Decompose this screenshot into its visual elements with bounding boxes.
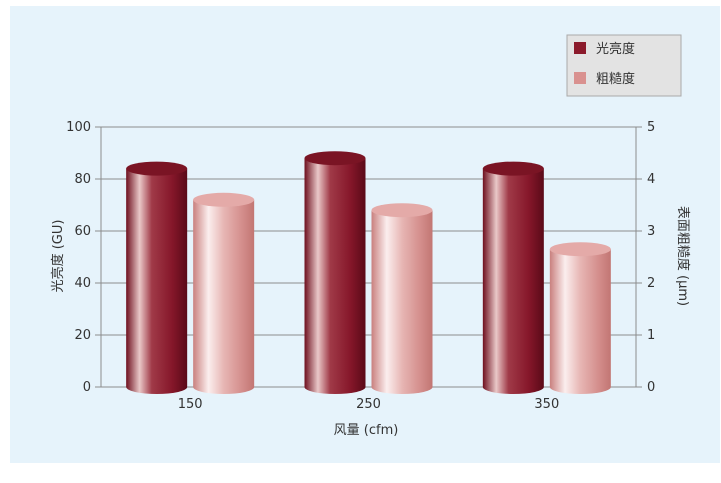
bar-body xyxy=(304,158,366,395)
x-tick-label: 150 xyxy=(178,397,203,412)
y-axis-label: 光亮度 (GU) xyxy=(50,220,66,293)
bar-body xyxy=(482,168,544,394)
bar-top xyxy=(371,203,433,218)
legend-swatch-roughness xyxy=(574,72,586,84)
bar-body xyxy=(126,168,188,394)
bar-top xyxy=(126,161,188,176)
legend: 光亮度 粗糙度 xyxy=(566,34,682,97)
bar-top xyxy=(549,242,611,257)
x-tick-label: 250 xyxy=(356,397,381,412)
y-tick-label: 40 xyxy=(74,276,91,291)
y-tick-label: 60 xyxy=(74,224,91,239)
y2-tick-label: 2 xyxy=(647,276,655,291)
y2-tick-label: 4 xyxy=(647,172,655,187)
bar-body xyxy=(371,210,433,395)
axes-group: 0 20 40 60 80 100 0 1 2 3 4 5 150 250 350 xyxy=(66,120,655,412)
y-tick-label: 20 xyxy=(74,328,91,343)
bar-roughness xyxy=(549,242,611,395)
bar-brightness xyxy=(304,151,366,395)
bar-brightness xyxy=(482,161,544,394)
bar-top xyxy=(304,151,366,166)
grid-lines xyxy=(101,126,636,388)
y-tick-label: 100 xyxy=(66,120,91,135)
bar-body xyxy=(549,249,611,395)
bar-top xyxy=(482,161,544,176)
y2-axis-label: 表面粗糙度 (μm) xyxy=(675,206,691,306)
y2-tick-label: 5 xyxy=(647,120,655,135)
y2-tick-label: 0 xyxy=(647,380,655,395)
y-tick-label: 80 xyxy=(74,172,91,187)
bar-brightness xyxy=(126,161,188,394)
y2-tick-label: 3 xyxy=(647,224,655,239)
legend-label-roughness: 粗糙度 xyxy=(596,71,635,87)
y-tick-label: 0 xyxy=(83,380,91,395)
x-tick-label: 350 xyxy=(534,397,559,412)
bar-roughness xyxy=(193,192,255,395)
bar-top xyxy=(193,192,255,207)
y2-tick-label: 1 xyxy=(647,328,655,343)
bar-body xyxy=(193,199,255,395)
x-axis-label: 风量 (cfm) xyxy=(334,423,399,438)
legend-label-brightness: 光亮度 xyxy=(596,41,635,57)
bars-group xyxy=(126,151,611,395)
legend-swatch-brightness xyxy=(574,42,586,54)
bar-roughness xyxy=(371,203,433,395)
